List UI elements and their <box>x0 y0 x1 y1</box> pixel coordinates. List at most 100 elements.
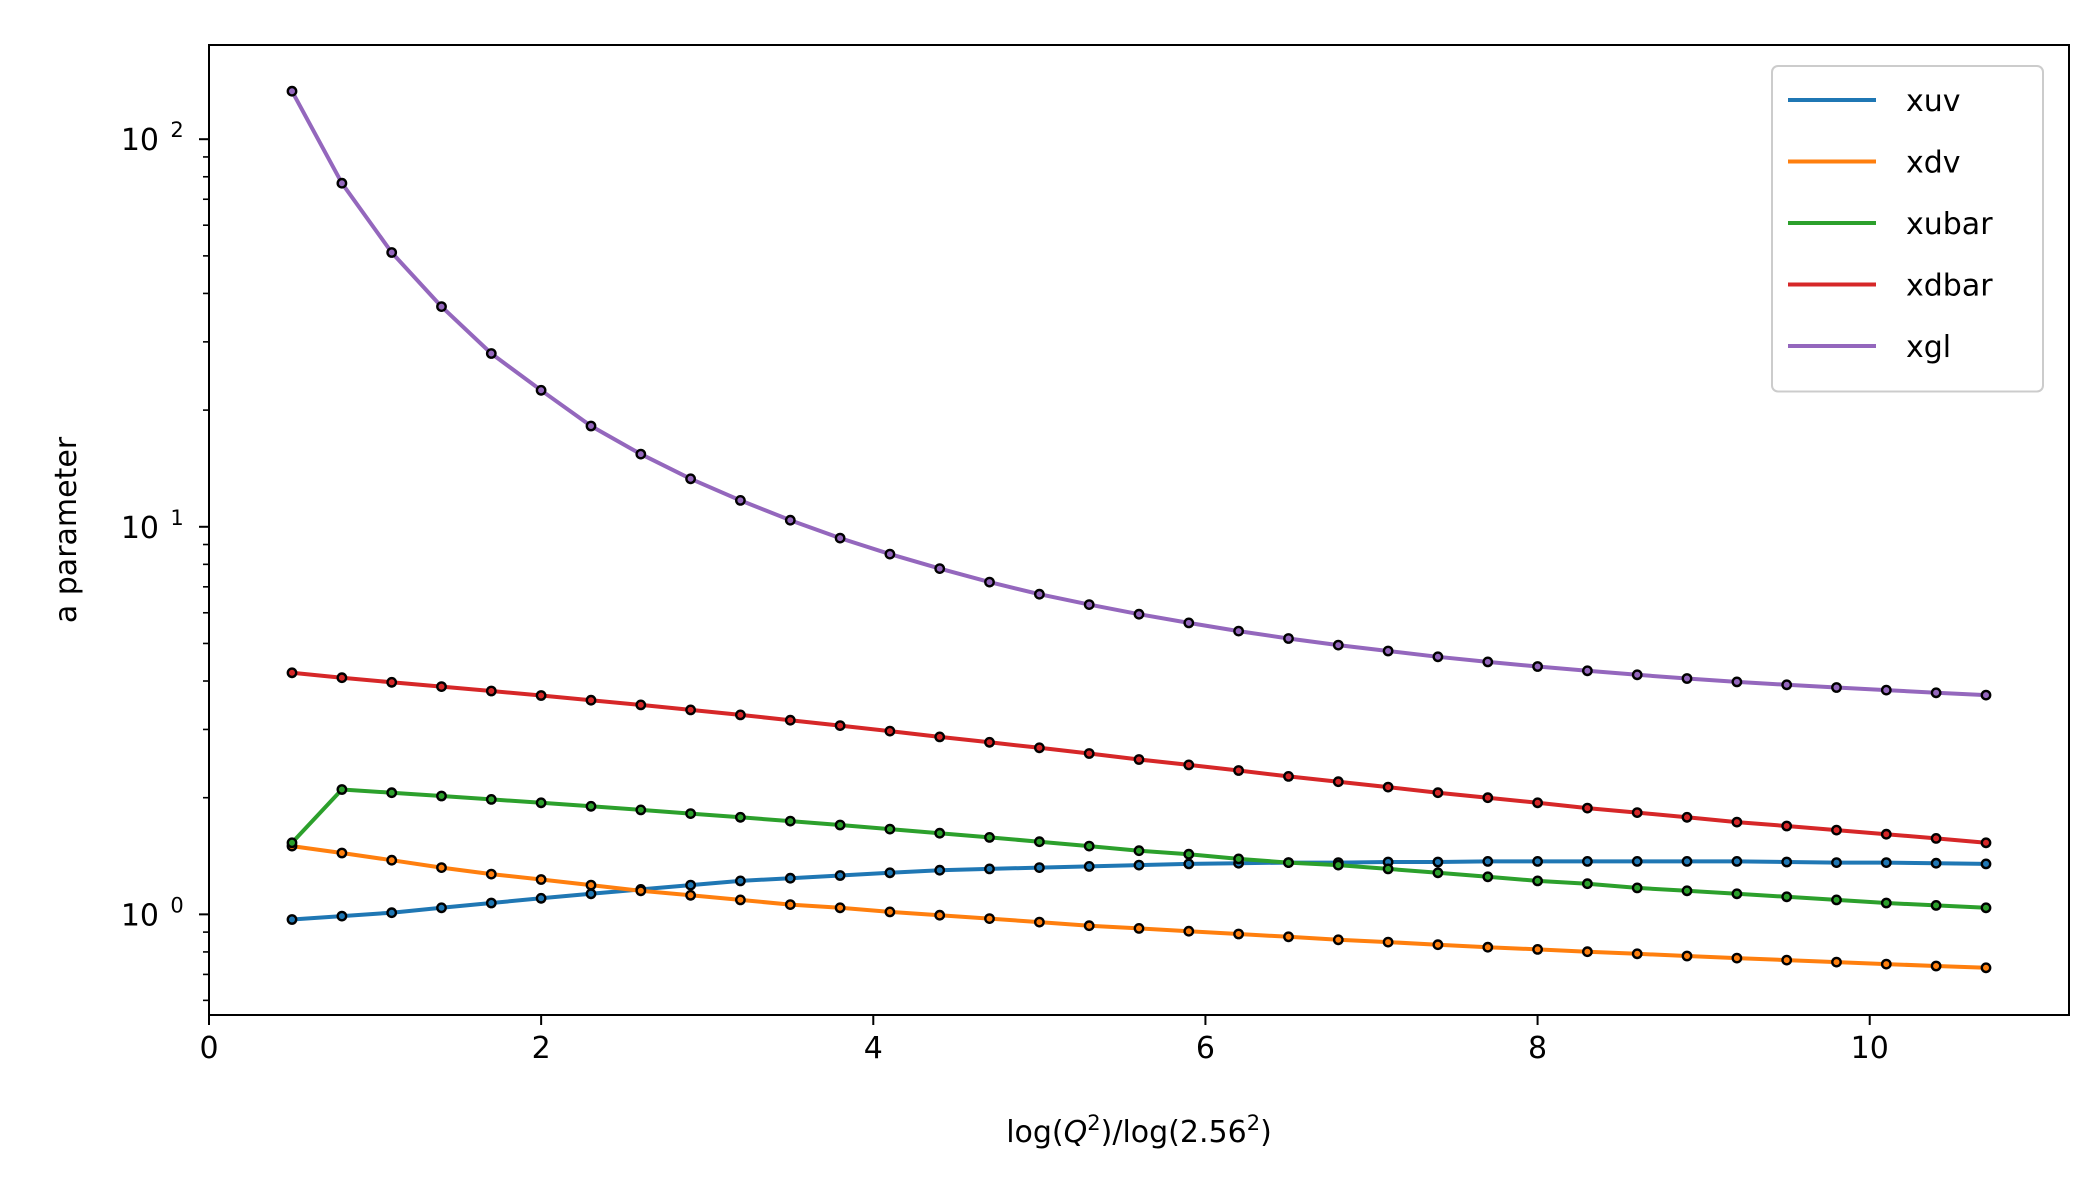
data-point-xuv <box>436 902 447 914</box>
data-point-xdbar <box>336 672 348 684</box>
data-point-xuv <box>535 892 547 904</box>
data-point-xgl <box>984 576 995 588</box>
data-point-xdv <box>834 902 846 914</box>
data-point-xdbar <box>1283 771 1294 782</box>
data-point-xgl <box>585 420 597 432</box>
data-point-xdbar <box>1582 802 1593 814</box>
data-point-xdv <box>884 906 896 918</box>
data-point-xdbar <box>1880 828 1892 840</box>
data-point-xubar <box>386 787 398 799</box>
data-point-xuv <box>934 864 946 876</box>
data-point-xgl <box>1681 673 1693 684</box>
data-point-xdbar <box>1432 787 1444 799</box>
data-point-xgl <box>535 384 547 396</box>
y-tick-label: 10 <box>121 898 159 933</box>
data-point-xdv <box>386 854 398 866</box>
data-point-xdv <box>1382 936 1394 948</box>
y-tick-label: 10 <box>121 511 159 546</box>
data-point-xuv <box>1781 856 1793 868</box>
data-point-xuv <box>984 863 995 875</box>
data-point-xdbar <box>984 736 995 748</box>
data-point-xdbar <box>1382 781 1394 793</box>
data-point-xdv <box>1532 944 1544 955</box>
legend-label-xgl: xgl <box>1906 330 1951 365</box>
data-point-xubar <box>1681 885 1693 897</box>
data-point-xgl <box>1930 687 1942 699</box>
data-point-xdbar <box>436 681 447 692</box>
data-point-xgl <box>1382 645 1394 657</box>
data-point-xubar <box>485 794 497 805</box>
data-point-xubar <box>934 827 946 839</box>
plot-frame <box>208 44 2070 1016</box>
data-point-xgl <box>485 348 497 359</box>
data-point-xdv <box>535 874 547 885</box>
data-point-xdv <box>1432 939 1444 951</box>
data-point-xuv <box>1532 856 1544 867</box>
data-point-xuv <box>1482 856 1494 867</box>
data-point-xgl <box>635 448 647 460</box>
data-point-xgl <box>1034 588 1045 600</box>
data-point-xdv <box>1133 923 1145 934</box>
data-point-xgl <box>1482 656 1494 668</box>
data-point-xdv <box>1183 925 1195 937</box>
data-point-xdv <box>1781 954 1793 966</box>
data-point-xubar <box>1133 845 1145 857</box>
data-point-xdbar <box>286 667 298 679</box>
data-point-xgl <box>1532 661 1544 672</box>
data-point-xdv <box>1233 928 1245 940</box>
data-point-xdv <box>934 909 946 921</box>
data-point-xdbar <box>1930 833 1942 844</box>
data-point-xubar <box>884 823 896 835</box>
data-point-xubar <box>784 815 796 827</box>
data-point-xgl <box>934 563 946 574</box>
data-point-xubar <box>1582 878 1593 890</box>
data-point-xgl <box>1233 625 1245 637</box>
y-tick-label-exponent: 1 <box>170 506 183 530</box>
data-point-xubar <box>1233 853 1245 865</box>
data-point-xdv <box>1482 941 1494 953</box>
data-point-xdv <box>1083 920 1095 932</box>
data-point-xdv <box>336 847 348 859</box>
data-point-xdv <box>1332 934 1344 946</box>
data-point-xdv <box>1930 960 1942 972</box>
data-point-xuv <box>1582 856 1593 867</box>
data-point-xubar <box>535 797 547 809</box>
data-point-xgl <box>834 532 846 544</box>
data-point-xubar <box>1332 859 1344 871</box>
data-point-xgl <box>685 473 696 485</box>
data-point-xuv <box>784 872 796 884</box>
data-point-xuv <box>485 897 497 909</box>
data-point-xdbar <box>485 685 497 697</box>
data-point-xdbar <box>784 714 796 726</box>
data-point-xgl <box>1631 669 1643 681</box>
data-point-xubar <box>1731 888 1743 900</box>
y-tick-label-exponent: 0 <box>170 893 183 917</box>
y-tick-label: 10 <box>121 123 159 158</box>
data-point-xubar <box>984 832 995 843</box>
data-point-xdbar <box>1183 759 1195 771</box>
data-point-xubar <box>436 790 447 802</box>
data-point-xuv <box>1980 858 1992 870</box>
data-point-xdbar <box>635 699 647 711</box>
data-point-xdbar <box>535 690 547 701</box>
data-point-xdbar <box>1731 816 1743 828</box>
data-point-xgl <box>1781 679 1793 691</box>
data-point-xubar <box>1532 875 1544 887</box>
data-point-xdv <box>1582 946 1593 958</box>
y-tick-label-exponent: 2 <box>170 118 183 142</box>
data-point-xgl <box>1332 639 1344 651</box>
data-point-xdv <box>1880 958 1892 970</box>
data-point-xdv <box>685 889 696 901</box>
data-point-xubar <box>1432 867 1444 879</box>
data-point-xgl <box>1083 599 1095 610</box>
legend-box <box>1771 65 2044 393</box>
data-point-xgl <box>1183 617 1195 629</box>
data-point-xubar <box>735 811 746 823</box>
data-point-xuv <box>1183 858 1195 870</box>
data-point-xdbar <box>386 676 398 688</box>
data-point-xgl <box>1432 651 1444 663</box>
data-point-xubar <box>685 808 696 819</box>
data-point-xuv <box>1631 856 1643 867</box>
data-point-xgl <box>1731 676 1743 688</box>
data-point-xdv <box>1681 950 1693 962</box>
